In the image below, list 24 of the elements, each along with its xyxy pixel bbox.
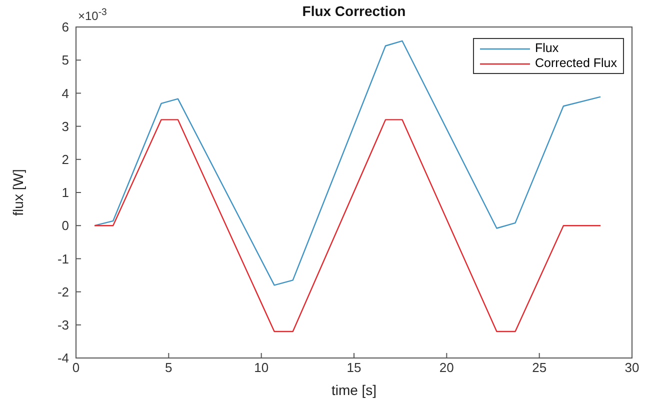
y-tick-label: 5: [62, 52, 69, 68]
legend-label: Flux: [535, 41, 559, 56]
y-tick-label: 6: [62, 20, 69, 35]
chart-title: Flux Correction: [302, 3, 406, 19]
x-tick-label: 5: [165, 360, 172, 376]
y-tick-label: 3: [62, 118, 69, 134]
y-tick-label: 4: [62, 86, 69, 101]
x-tick-label: 20: [439, 360, 454, 376]
text: ×10$^{-3}$: [78, 6, 107, 23]
y-tick-label: -1: [57, 251, 69, 266]
x-tick-label: 15: [346, 360, 362, 376]
x-tick-label: 30: [624, 360, 640, 376]
y-tick-label: -4: [57, 350, 69, 366]
x-tick-label: 25: [532, 360, 547, 376]
x-tick-label: 0: [72, 360, 80, 376]
y-tick-label: -2: [57, 284, 69, 300]
legend-label: Corrected Flux: [535, 56, 617, 71]
y-tick-label: -3: [57, 318, 69, 333]
y-tick-label: 0: [62, 218, 69, 234]
x-axis-title: time [s]: [331, 382, 377, 398]
y-axis-title: flux [W]: [10, 169, 26, 216]
y-tick-label: 2: [62, 152, 69, 168]
x-tick-label: 10: [254, 360, 269, 376]
y-tick-label: 1: [62, 185, 69, 200]
